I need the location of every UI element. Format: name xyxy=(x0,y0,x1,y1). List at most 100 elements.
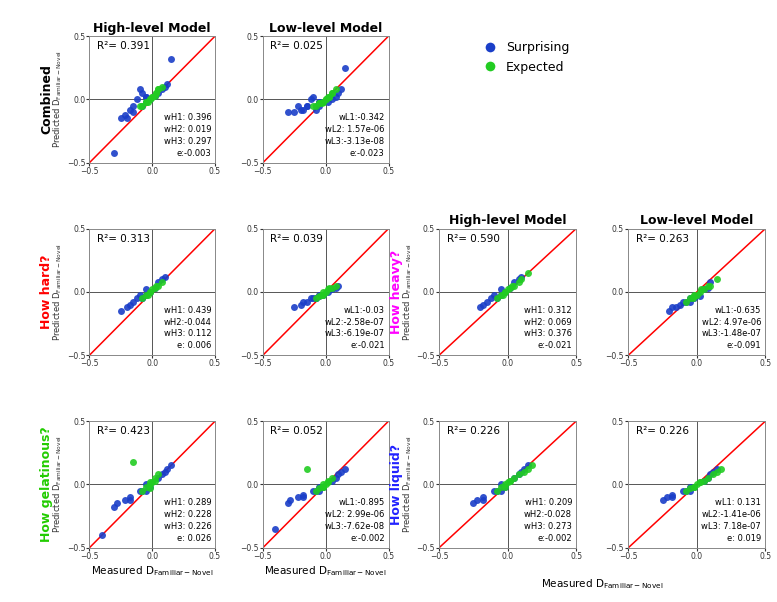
Point xyxy=(338,465,350,474)
Text: wL1: 0.131
wL2:-1.41e-06
wL3: 7.18e-07
e: 0.019: wL1: 0.131 wL2:-1.41e-06 wL3: 7.18e-07 e… xyxy=(702,498,761,543)
Point xyxy=(329,84,342,94)
Point xyxy=(663,306,675,316)
Point xyxy=(688,482,700,492)
Point xyxy=(152,84,165,94)
Point xyxy=(127,297,140,307)
Text: Measured D$_\mathregular{Familiar-Novel}$: Measured D$_\mathregular{Familiar-Novel}… xyxy=(541,577,664,591)
Point xyxy=(309,294,322,303)
Point xyxy=(156,275,169,284)
Point xyxy=(165,461,177,470)
Point xyxy=(677,297,689,307)
Point xyxy=(140,97,152,107)
Text: R²= 0.039: R²= 0.039 xyxy=(270,234,323,244)
Point xyxy=(512,470,524,479)
X-axis label: Measured D$_\mathregular{Familiar-Novel}$: Measured D$_\mathregular{Familiar-Novel}… xyxy=(264,563,387,577)
Point xyxy=(693,477,706,487)
Point xyxy=(144,287,156,297)
Point xyxy=(684,486,696,495)
Point xyxy=(140,290,152,299)
Point xyxy=(657,495,669,504)
Point xyxy=(702,473,714,483)
Point xyxy=(317,290,329,299)
Text: Combined: Combined xyxy=(40,64,53,134)
Point xyxy=(301,465,313,474)
Y-axis label: Predicted D$_\mathregular{Familiar-Novel}$: Predicted D$_\mathregular{Familiar-Novel… xyxy=(51,436,64,533)
Point xyxy=(326,88,338,98)
Point xyxy=(684,294,696,303)
Y-axis label: Predicted D$_\mathregular{Familiar-Novel}$: Predicted D$_\mathregular{Familiar-Novel… xyxy=(401,243,413,341)
Point xyxy=(666,490,678,500)
Point xyxy=(688,291,700,300)
Point xyxy=(329,92,342,102)
Point xyxy=(156,277,169,287)
Point xyxy=(313,101,326,111)
Point xyxy=(152,84,165,94)
Point xyxy=(114,114,127,123)
Point xyxy=(131,95,143,104)
Point xyxy=(297,490,309,500)
Point xyxy=(305,95,317,104)
Point xyxy=(307,486,319,495)
Point xyxy=(144,95,156,104)
Point xyxy=(488,290,500,299)
Point xyxy=(711,465,723,474)
Point xyxy=(156,470,169,479)
Point xyxy=(136,486,148,495)
Point xyxy=(680,486,692,495)
Point xyxy=(269,524,281,533)
Point xyxy=(124,300,136,309)
Point xyxy=(691,290,703,299)
Point xyxy=(698,285,710,294)
Point xyxy=(108,148,120,158)
Point xyxy=(313,97,326,107)
Point xyxy=(161,465,173,474)
Point xyxy=(159,272,171,282)
Text: R²= 0.423: R²= 0.423 xyxy=(97,426,150,436)
Text: wH1: 0.312
wH2: 0.069
wH3: 0.376
e:-0.021: wH1: 0.312 wH2: 0.069 wH3: 0.376 e:-0.02… xyxy=(524,306,572,350)
Point xyxy=(512,277,524,287)
Point xyxy=(317,97,329,107)
Point xyxy=(140,482,152,492)
Point xyxy=(165,54,177,64)
Point xyxy=(146,92,159,102)
Point xyxy=(686,294,699,303)
Point xyxy=(711,467,723,477)
Point xyxy=(131,294,143,303)
Text: R²= 0.391: R²= 0.391 xyxy=(97,41,150,51)
Point xyxy=(146,477,159,487)
Point xyxy=(136,294,148,303)
Text: R²= 0.263: R²= 0.263 xyxy=(636,234,689,244)
Point xyxy=(704,277,716,287)
Point xyxy=(127,107,140,117)
Point xyxy=(323,92,336,102)
Point xyxy=(161,79,173,89)
Point xyxy=(490,294,503,303)
Point xyxy=(338,63,350,73)
Point xyxy=(309,294,322,303)
Point xyxy=(322,477,334,487)
Point xyxy=(329,281,342,290)
Point xyxy=(284,495,297,504)
Y-axis label: Predicted D$_\mathregular{Familiar-Novel}$: Predicted D$_\mathregular{Familiar-Novel… xyxy=(51,243,64,341)
Point xyxy=(313,483,326,493)
Y-axis label: Predicted D$_\mathregular{Familiar-Novel}$: Predicted D$_\mathregular{Familiar-Novel… xyxy=(401,436,413,533)
Point xyxy=(504,476,517,485)
Text: wL1:-0.895
wL2: 2.99e-06
wL3:-7.62e-08
e:-0.002: wL1:-0.895 wL2: 2.99e-06 wL3:-7.62e-08 e… xyxy=(325,498,385,543)
Point xyxy=(707,467,720,477)
Point xyxy=(522,461,535,470)
Point xyxy=(322,285,334,294)
Point xyxy=(499,482,511,492)
Point xyxy=(698,285,710,294)
Point xyxy=(134,486,146,495)
Point xyxy=(501,285,514,294)
Point xyxy=(301,101,313,111)
Point xyxy=(670,302,682,312)
X-axis label: Measured D$_\mathregular{Familiar-Novel}$: Measured D$_\mathregular{Familiar-Novel}… xyxy=(91,563,214,577)
Point xyxy=(142,97,155,107)
Point xyxy=(292,101,305,111)
Point xyxy=(674,300,687,309)
Point xyxy=(704,470,716,479)
Point xyxy=(332,281,344,290)
Point xyxy=(326,88,338,98)
Point xyxy=(150,281,162,290)
